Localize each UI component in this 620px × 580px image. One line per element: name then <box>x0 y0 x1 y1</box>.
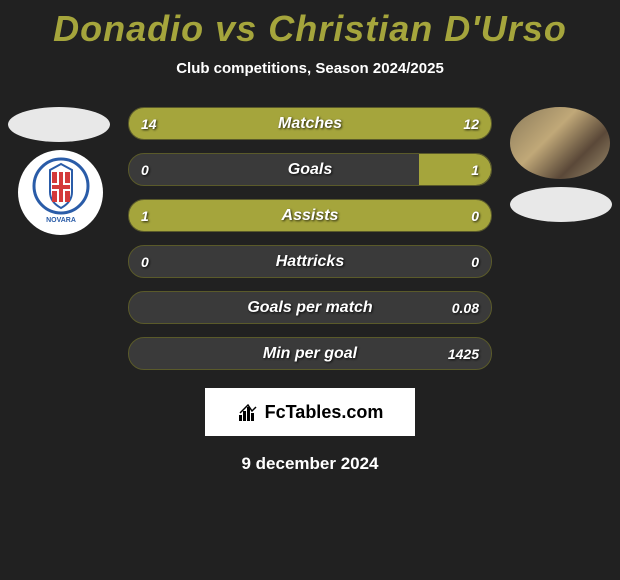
brand-text: FcTables.com <box>265 402 384 423</box>
stat-right-value: 1425 <box>448 346 479 362</box>
stat-label: Assists <box>129 207 491 225</box>
stat-right-value: 1 <box>471 162 479 178</box>
novara-logo-icon: NOVARA <box>30 156 92 230</box>
left-player-placeholder <box>8 107 110 142</box>
left-club-logo: NOVARA <box>18 150 103 235</box>
comparison-content: NOVARA 14Matches120Goals11Assists00Hattr… <box>0 107 620 370</box>
stat-bar: 1Assists0 <box>128 199 492 232</box>
fctables-icon <box>237 401 259 423</box>
page-title: Donadio vs Christian D'Urso <box>0 0 620 50</box>
stat-bar: 14Matches12 <box>128 107 492 140</box>
stat-right-value: 0 <box>471 254 479 270</box>
stat-label: Goals per match <box>129 299 491 317</box>
subtitle: Club competitions, Season 2024/2025 <box>0 60 620 77</box>
right-player-photo <box>510 107 610 179</box>
brand-logo: FcTables.com <box>205 388 415 436</box>
stat-bar: Min per goal1425 <box>128 337 492 370</box>
stat-bars: 14Matches120Goals11Assists00Hattricks0Go… <box>128 107 492 370</box>
stat-bar: Goals per match0.08 <box>128 291 492 324</box>
right-player-placeholder <box>510 187 612 222</box>
footer-date: 9 december 2024 <box>0 454 620 474</box>
stat-label: Hattricks <box>129 253 491 271</box>
stat-bar: 0Hattricks0 <box>128 245 492 278</box>
stat-bar: 0Goals1 <box>128 153 492 186</box>
stat-label: Goals <box>129 161 491 179</box>
stat-label: Min per goal <box>129 345 491 363</box>
right-player-avatars <box>510 107 612 230</box>
stat-right-value: 0.08 <box>452 300 479 316</box>
stat-right-value: 0 <box>471 208 479 224</box>
svg-text:NOVARA: NOVARA <box>46 217 76 224</box>
stat-label: Matches <box>129 115 491 133</box>
left-player-avatars: NOVARA <box>8 107 110 243</box>
stat-right-value: 12 <box>463 116 479 132</box>
